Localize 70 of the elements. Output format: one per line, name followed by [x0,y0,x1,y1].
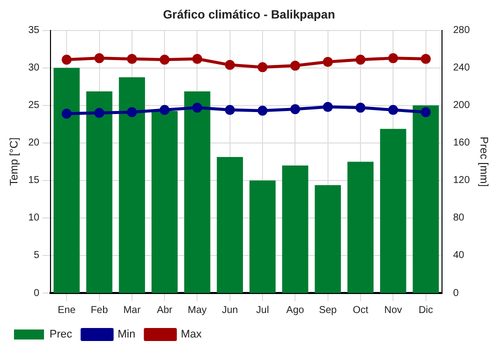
legend-label: Max [180,328,202,341]
bar [412,105,439,293]
point [126,107,137,118]
y2-tick-label: 0 [453,288,460,299]
bar [152,111,178,293]
bar [282,165,308,293]
point [160,104,170,115]
x-tick-label: Jun [222,304,238,316]
point [94,53,104,64]
point [192,102,202,113]
legend-label: Prec [50,328,73,341]
chart-title: Gráfico climático - Balikpapan [162,8,336,22]
point [355,102,366,113]
legend-label: Min [118,328,136,341]
point [388,53,398,64]
y-tick-label: 30 [28,62,40,74]
point [62,54,72,65]
point [388,104,398,115]
x-tick-label: Jul [256,304,269,316]
point [420,107,431,118]
point [322,102,333,112]
y-tick-label: 25 [28,100,40,112]
point [420,54,431,64]
bar [184,91,210,293]
point [224,104,235,115]
point [94,108,104,118]
bar [86,91,112,293]
point [322,56,333,67]
x-tick-label: Sep [318,304,338,316]
bar [118,77,146,293]
point [355,54,366,65]
y-tick-label: 35 [28,25,40,36]
x-tick-label: Ago [286,304,305,316]
x-tick-label: Dic [418,304,434,316]
point [62,108,72,119]
point [290,104,300,114]
y-tick-label: 10 [28,212,40,224]
bar [314,185,341,293]
y-axis-title: Temp [°C] [8,137,21,186]
x-tick-label: Mar [123,304,142,316]
point [126,54,137,64]
y2-tick-label: 280 [453,25,470,36]
point [258,62,268,72]
y2-tick-label: 200 [453,100,470,112]
y2-tick-label: 240 [453,62,470,74]
point [192,54,202,64]
y2-tick-label: 40 [453,250,465,262]
x-tick-label: May [188,304,207,316]
y-tick-label: 5 [34,250,40,262]
point [290,60,300,71]
bar [380,128,406,293]
x-tick-label: Oct [352,304,368,316]
y-tick-label: 20 [28,138,40,149]
y-tick-label: 15 [28,175,40,186]
point [258,106,268,116]
bar [347,162,374,293]
y-tick-label: 0 [34,288,40,299]
x-tick-label: Feb [90,304,108,316]
y2-tick-label: 160 [453,138,470,149]
y2-tick-label: 80 [453,212,465,224]
x-tick-label: Ene [58,304,76,316]
point [160,54,170,65]
bar [216,157,243,293]
y2-tick-label: 120 [453,175,470,186]
x-tick-label: Abr [156,304,174,316]
bar [249,180,276,293]
bar [54,68,80,293]
x-tick-label: Nov [384,304,402,316]
point [224,60,235,70]
y2-axis-title: Prec [mm] [477,136,490,187]
